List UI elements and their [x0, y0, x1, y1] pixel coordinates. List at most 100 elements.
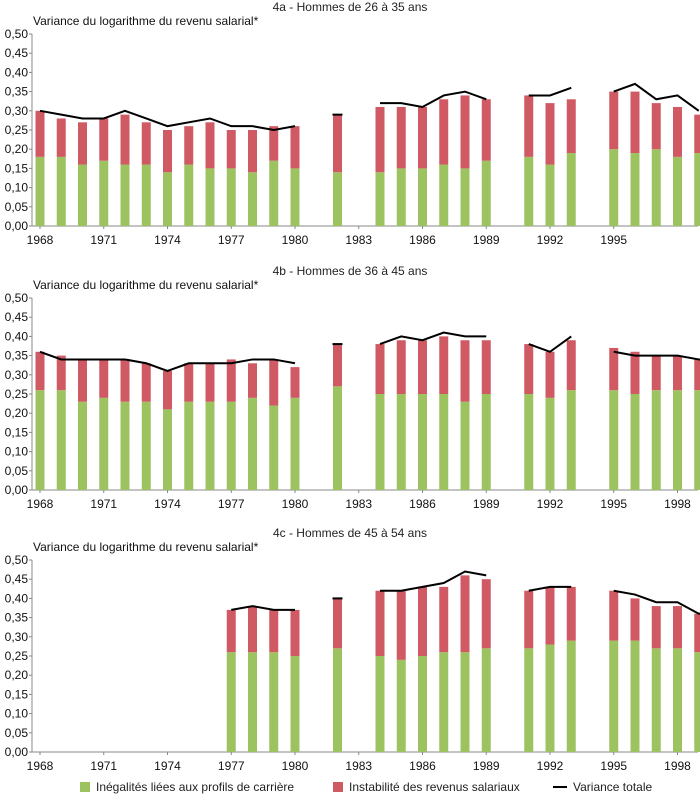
bar-instability — [460, 95, 470, 169]
bar-instability — [418, 340, 427, 394]
x-tick-label: 1980 — [282, 233, 309, 247]
y-axis-title: Variance du logarithme du revenu salaria… — [33, 540, 259, 554]
bar-instability — [545, 351, 555, 398]
x-tick-label: 1971 — [90, 497, 117, 511]
bar-instability — [439, 99, 449, 165]
bar-instability — [141, 363, 151, 402]
bar-career — [439, 652, 449, 752]
bar-career — [694, 652, 700, 752]
y-tick-label: 0,35 — [5, 611, 29, 625]
chart-title: 4c - Hommes de 45 à 54 ans — [272, 526, 428, 540]
total-variance-line — [380, 90, 487, 109]
bar-career — [630, 640, 640, 752]
bar-career — [609, 390, 619, 490]
bar-career — [545, 644, 555, 752]
bar-instability — [524, 590, 534, 649]
bar-career — [248, 652, 257, 752]
bar-career — [375, 172, 385, 226]
total-variance-line — [528, 335, 572, 353]
x-tick-label: 1977 — [218, 233, 245, 247]
bar-instability — [630, 598, 640, 641]
bar-instability — [269, 359, 279, 406]
x-tick-label: 1989 — [473, 759, 500, 773]
bar-career — [524, 648, 534, 752]
bar-instability — [396, 590, 406, 660]
bar-career — [269, 160, 279, 226]
y-tick-label: 0,15 — [5, 161, 29, 175]
bar-career — [439, 164, 449, 226]
bar-career — [35, 390, 45, 490]
bar-instability — [418, 106, 427, 169]
total-variance-line — [613, 82, 700, 112]
bar-instability — [375, 590, 385, 656]
bar-instability — [99, 118, 109, 161]
chart-plot-4b: 0,00 0,05 0,10 0,15 0,20 0,25 0,30 0,35 0,40 0,45… — [5, 291, 700, 511]
x-tick-label: 1992 — [537, 497, 564, 511]
chart-title: 4a - Hommes de 26 à 35 ans — [272, 0, 428, 14]
bar-career — [609, 640, 619, 752]
y-tick-label: 0,40 — [5, 329, 29, 343]
bar-instability — [120, 359, 130, 402]
bar-career — [78, 401, 87, 490]
bar-career — [460, 168, 470, 226]
bar-career — [56, 390, 66, 490]
y-tick-label: 0,25 — [5, 387, 29, 401]
bar-career — [418, 394, 427, 490]
panel-4c: 4c - Hommes de 45 à 54 ans Variance du l… — [0, 526, 700, 786]
x-tick-label: 1998 — [664, 759, 691, 773]
x-tick-label: 1977 — [218, 759, 245, 773]
bar-career — [78, 164, 87, 226]
x-tick-label: 1974 — [154, 233, 181, 247]
x-tick-label: 1992 — [537, 759, 564, 773]
total-variance-line — [613, 589, 700, 615]
x-tick-label: 1983 — [345, 233, 372, 247]
y-tick-label: 0,35 — [5, 349, 29, 363]
x-tick-label: 1995 — [600, 497, 627, 511]
legend-swatch-career — [80, 782, 90, 792]
y-tick-label: 0,45 — [5, 572, 29, 586]
bar-career — [651, 149, 661, 226]
total-variance-line — [613, 350, 700, 361]
y-tick-label: 0,50 — [5, 291, 29, 305]
bar-instability — [566, 99, 576, 154]
x-tick-label: 1968 — [27, 233, 54, 247]
bar-instability — [418, 586, 427, 656]
total-variance-line — [39, 109, 296, 132]
bar-career — [481, 394, 491, 490]
total-variance-line — [379, 331, 487, 346]
bar-instability — [35, 110, 45, 157]
bar-instability — [248, 130, 257, 173]
y-tick-label: 0,00 — [5, 219, 29, 233]
bar-career — [56, 156, 66, 226]
bar-instability — [439, 586, 449, 653]
x-tick-label: 1974 — [154, 759, 181, 773]
y-tick-label: 0,20 — [5, 668, 29, 682]
y-tick-label: 0,40 — [5, 65, 29, 79]
y-tick-label: 0,40 — [5, 591, 29, 605]
bar-career — [205, 168, 215, 226]
bar-career — [396, 659, 406, 752]
bar-instability — [630, 91, 640, 154]
bar-instability — [269, 609, 279, 653]
bar-instability — [651, 355, 661, 391]
x-tick-label: 1980 — [282, 497, 309, 511]
bar-instability — [120, 114, 130, 165]
y-tick-label: 0,10 — [5, 707, 29, 721]
bar-career — [566, 153, 576, 226]
bar-instability — [673, 606, 682, 649]
x-tick-label: 1986 — [409, 759, 436, 773]
bar-instability — [673, 355, 682, 391]
y-axis-title: Variance du logarithme du revenu salaria… — [33, 14, 259, 28]
y-tick-label: 0,20 — [5, 406, 29, 420]
legend-swatch-instability — [333, 782, 343, 792]
bar-career — [673, 648, 682, 752]
x-tick-label: 1986 — [409, 497, 436, 511]
x-tick-label: 1968 — [27, 759, 54, 773]
bar-career — [333, 172, 342, 226]
bar-instability — [524, 344, 534, 394]
bar-career — [333, 648, 342, 752]
bar-career — [460, 652, 470, 752]
chart-plot-4c: 0,00 0,05 0,10 0,15 0,20 0,25 0,30 0,35 0,40 0,45… — [5, 553, 700, 773]
y-tick-label: 0,15 — [5, 687, 29, 701]
legend-label-career: Inégalités liées aux profils de carrière — [96, 780, 295, 794]
